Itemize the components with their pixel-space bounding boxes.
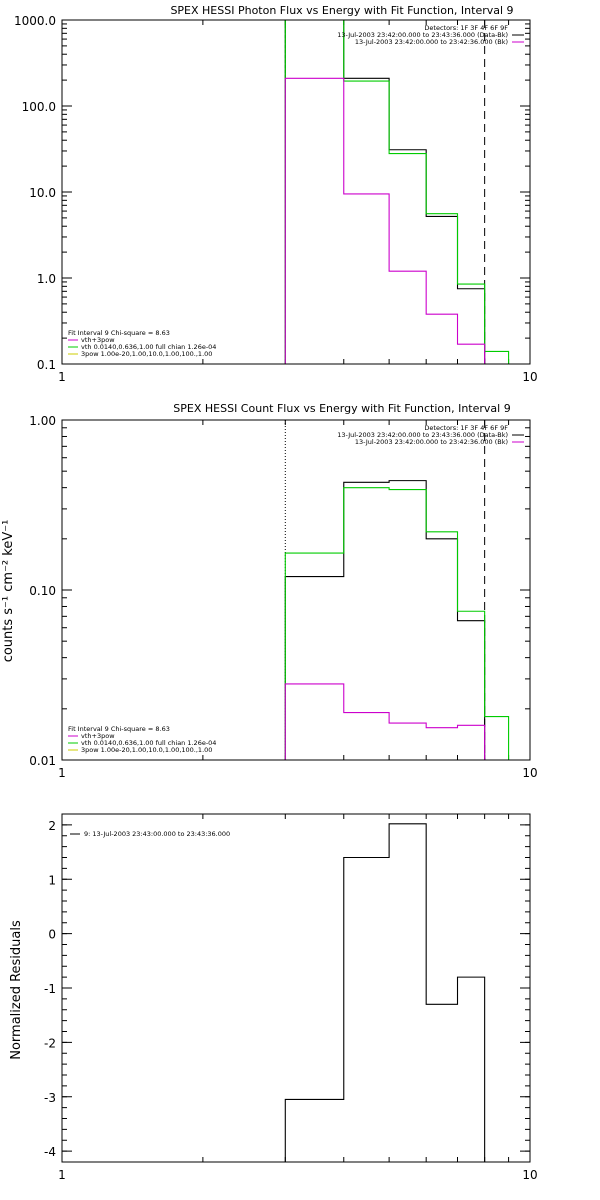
plot-frame bbox=[61, 419, 531, 761]
x-tick-label: 10 bbox=[522, 370, 537, 384]
y-tick-label: 10.0 bbox=[29, 186, 56, 200]
y-tick-label: -3 bbox=[44, 1091, 56, 1105]
histogram-series-0 bbox=[284, 19, 486, 364]
legend-entry: vth+3pow bbox=[81, 336, 115, 344]
histogram-series-0 bbox=[284, 480, 486, 760]
legend-entry: 3pow 1.00e-20,1.00,10.0,1.00,100.,1.00 bbox=[81, 350, 212, 358]
residuals-plot-area: 1 10 -4 -3 -2 -1 0 1 2 9: 13-Jul-2003 23:43:00.00… bbox=[44, 814, 538, 1182]
x-tick-label: 1 bbox=[58, 370, 66, 384]
x-tick-label: 10 bbox=[522, 766, 537, 780]
legend-entry: Fit Interval 9 Chi-square = 8.63 bbox=[68, 725, 170, 733]
legend-entry: 13-Jul-2003 23:42:00.000 to 23:42:36.000… bbox=[355, 438, 508, 446]
legend-entry: 9: 13-Jul-2003 23:43:00.000 to 23:43:36.… bbox=[84, 830, 230, 838]
legend-entry: 3pow 1.00e-20,1.00,10.0,1.00,100.,1.00 bbox=[81, 746, 212, 754]
photon-flux-plot-area: 1 10 0.1 1.0 10.0 100.0 1000.0 Detectors: 1F 3F… bbox=[14, 14, 538, 384]
legend-entry: Detectors: 1F 3F 4F 6F 9F bbox=[424, 24, 508, 32]
histogram-series-0 bbox=[284, 823, 486, 1162]
x-tick-label: 10 bbox=[522, 1168, 537, 1182]
legend-entry: vth 0.0140,0.636,1.00 full chian 1.26e-0… bbox=[81, 343, 216, 351]
x-tick-label: 1 bbox=[58, 766, 66, 780]
count-flux-panel: SPEX HESSI Count Flux vs Energy with Fit… bbox=[1, 402, 538, 780]
legend-entry: 13-Jul-2003 23:42:00.000 to 23:42:36.000… bbox=[355, 38, 508, 46]
y-tick-label: 0 bbox=[48, 928, 56, 942]
plot-frame bbox=[61, 813, 531, 1163]
y-axis-label: counts s⁻¹ cm⁻² keV⁻¹ bbox=[1, 520, 16, 663]
y-tick-label: -2 bbox=[44, 1036, 56, 1050]
y-tick-label: 100.0 bbox=[22, 100, 56, 114]
histogram-series-1 bbox=[284, 19, 510, 364]
residuals-panel: Normalized Residuals 1 10 -4 -3 -2 -1 0 1 2 9: 13… bbox=[9, 813, 538, 1182]
y-tick-label: 2 bbox=[48, 819, 56, 833]
legend-entry: Detectors: 1F 3F 4F 6F 9F bbox=[424, 424, 508, 432]
plot-frame bbox=[61, 19, 531, 365]
legend-entry: vth 0.0140,0.636,1.00 full chian 1.26e-0… bbox=[81, 739, 216, 747]
y-tick-label: 1.00 bbox=[29, 414, 56, 428]
histogram-series-1 bbox=[284, 487, 510, 760]
y-tick-label: 1.0 bbox=[37, 272, 56, 286]
legend-entry: 13-Jul-2003 23:42:00.000 to 23:43:36.000… bbox=[337, 31, 508, 39]
chart-title: SPEX HESSI Count Flux vs Energy with Fit… bbox=[173, 402, 510, 415]
y-tick-label: 1000.0 bbox=[14, 14, 56, 28]
count-flux-plot-area: 1 10 0.01 0.10 1.00 Detectors: 1F 3F 4F 6F 9F… bbox=[29, 414, 537, 780]
photon-flux-panel: SPEX HESSI Photon Flux vs Energy with Fi… bbox=[14, 4, 538, 384]
y-tick-label: 0.01 bbox=[29, 754, 56, 768]
histogram-series-2 bbox=[284, 683, 486, 760]
y-tick-label: 1 bbox=[48, 873, 56, 887]
chart-title: SPEX HESSI Photon Flux vs Energy with Fi… bbox=[170, 4, 513, 17]
y-tick-label: 0.1 bbox=[37, 358, 56, 372]
x-tick-label: 1 bbox=[58, 1168, 66, 1182]
legend-entry: Fit Interval 9 Chi-square = 8.63 bbox=[68, 329, 170, 337]
legend-entry: 13-Jul-2003 23:42:00.000 to 23:43:36.000… bbox=[337, 431, 508, 439]
y-axis-label: Normalized Residuals bbox=[9, 920, 24, 1060]
y-tick-label: -1 bbox=[44, 982, 56, 996]
y-tick-label: 0.10 bbox=[29, 584, 56, 598]
histogram-series-2 bbox=[284, 77, 486, 364]
y-tick-label: -4 bbox=[44, 1145, 56, 1159]
legend-entry: vth+3pow bbox=[81, 732, 115, 740]
